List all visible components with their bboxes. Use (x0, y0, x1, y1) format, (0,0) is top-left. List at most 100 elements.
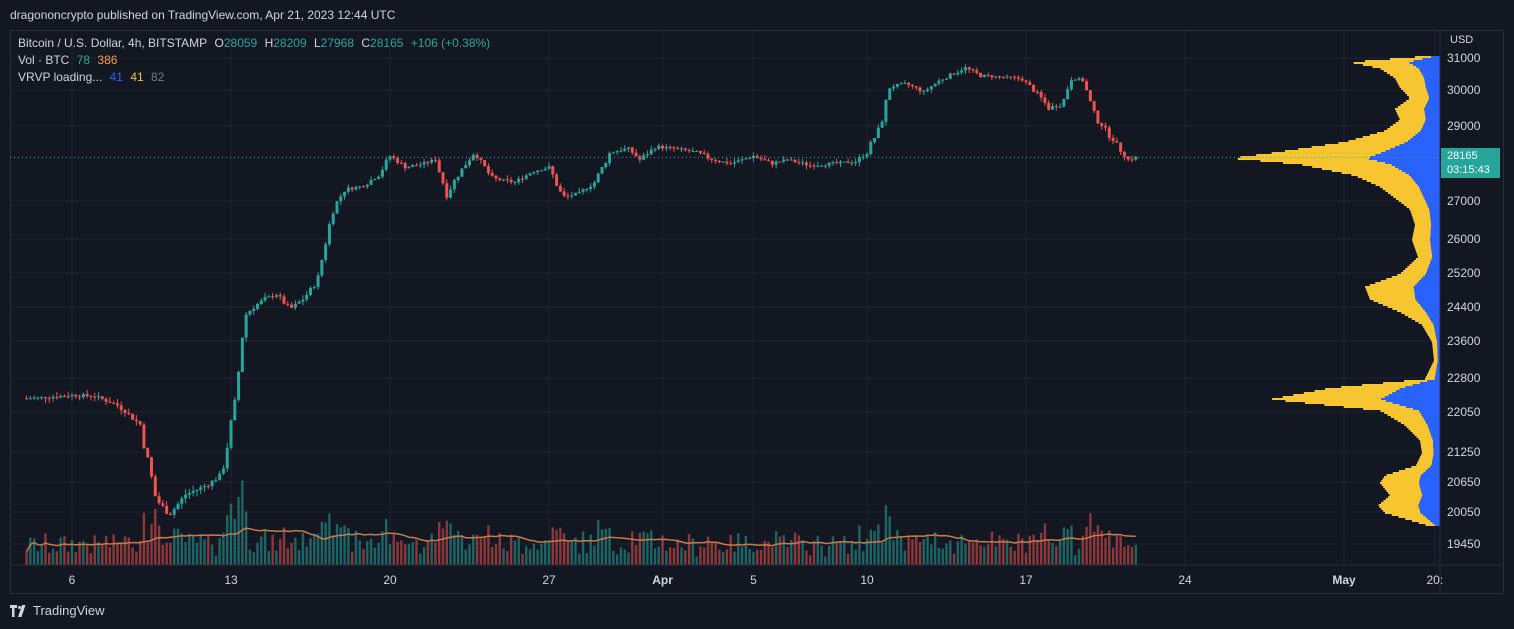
vrvp-row-up (1428, 206, 1440, 208)
volume-bar (850, 541, 854, 565)
vrvp-row-up (1430, 214, 1440, 216)
vrvp-row-down (1388, 492, 1422, 494)
symbol-label[interactable]: Bitcoin / U.S. Dollar, 4h, BITSTAMP (18, 36, 208, 50)
vrvp-row-down (1403, 204, 1428, 206)
candle-body (392, 156, 396, 159)
volume-bar (638, 532, 642, 565)
volume-bar (301, 532, 305, 565)
price-tick-label: 22050 (1447, 405, 1481, 419)
candle-body (422, 162, 426, 165)
candle-body (468, 160, 471, 166)
candle-body (982, 74, 986, 78)
candle-body (994, 76, 998, 78)
vrvp-row-up (1429, 210, 1440, 212)
volume-bar (975, 539, 978, 565)
volume-bar (839, 541, 842, 565)
volume-bar (207, 534, 210, 565)
volume-bar (1100, 530, 1103, 565)
volume-bar (986, 544, 990, 565)
vrvp-row-down (1420, 444, 1434, 446)
tradingview-brand[interactable]: TradingView (10, 603, 105, 618)
candle-body (929, 86, 933, 90)
volume-bar (559, 527, 562, 565)
vrvp-row-up (1429, 208, 1440, 210)
price-chart[interactable]: 31000 30000 29000 27000 26000 25200 24400 23600… (10, 30, 1504, 594)
candle-body (532, 172, 536, 174)
vrvp-row-down (1383, 500, 1421, 502)
volume-label[interactable]: Vol · BTC (18, 53, 70, 67)
volume-bar (388, 544, 392, 565)
volume-bar (25, 551, 28, 565)
time-tick-label: Apr (652, 573, 673, 587)
candle-body (51, 397, 55, 399)
vrvp-row-down (1404, 380, 1428, 382)
vrvp-row-up (1419, 482, 1440, 484)
volume-bar (915, 536, 918, 565)
candle-body (585, 188, 589, 190)
time-tick-label: 20 (383, 573, 397, 587)
vrvp-row-down (1380, 482, 1419, 484)
volume-bar (203, 539, 206, 565)
candle-body (1054, 106, 1058, 108)
candle-body (263, 297, 267, 301)
candle-body (770, 161, 774, 165)
vrvp-row-up (1391, 164, 1440, 166)
vrvp-row-down (1422, 452, 1434, 454)
volume-bar (1002, 538, 1005, 565)
volume-bar (1062, 527, 1066, 565)
vrvp-row-up (1422, 416, 1440, 418)
vrvp-legend[interactable]: VRVP loading... 41 41 82 (18, 70, 168, 84)
vrvp-row-down (1392, 124, 1424, 126)
vrvp-row-up (1430, 220, 1440, 222)
vrvp-row-down (1407, 266, 1429, 268)
volume-bar (453, 534, 456, 565)
vrvp-label[interactable]: VRVP loading... (18, 70, 103, 84)
ohlc-legend[interactable]: Bitcoin / U.S. Dollar, 4h, BITSTAMP O280… (18, 36, 494, 50)
volume-bar (619, 547, 623, 565)
volume-bar (358, 540, 361, 565)
vrvp-row-down (1378, 302, 1419, 304)
volume-bar (748, 548, 751, 565)
volume-bar (48, 552, 51, 565)
volume-bar (1039, 532, 1043, 565)
vrvp-row-up (1432, 522, 1440, 524)
volume-bar (1058, 539, 1062, 565)
volume-bar (706, 536, 710, 565)
vrvp-row-up (1420, 500, 1440, 502)
vrvp-row-up (1436, 340, 1440, 342)
candle-body (1024, 80, 1028, 83)
vrvp-row-down (1366, 290, 1415, 292)
vrvp-row-up (1421, 474, 1440, 476)
volume-bar (801, 539, 804, 565)
vrvp-row-down (1398, 516, 1426, 518)
candle-body (945, 78, 948, 80)
candle-body (460, 168, 464, 177)
candle-body (490, 172, 494, 176)
volume-bar (154, 508, 157, 565)
vrvp-row-down (1432, 344, 1438, 346)
vrvp-row-up (1425, 106, 1440, 108)
vrvp-row-up (1409, 62, 1440, 64)
vrvp-row-down (1395, 78, 1425, 80)
vrvp-row-down (1341, 172, 1406, 174)
vrvp-row-down (1410, 210, 1430, 212)
vrvp-row-up (1433, 440, 1440, 442)
volume-bar (634, 545, 638, 565)
vrvp-row-up (1429, 96, 1440, 98)
vrvp-row-down (1377, 132, 1418, 134)
vrvp-row-down (1382, 188, 1420, 190)
candle-body (702, 152, 706, 154)
volume-bar (1021, 538, 1024, 565)
volume-bar (562, 533, 566, 565)
volume-bar (971, 542, 975, 565)
vrvp-row-up (1433, 452, 1440, 454)
volume-legend[interactable]: Vol · BTC 78 386 (18, 53, 121, 67)
candle-body (812, 165, 816, 167)
vrvp-row-up (1431, 250, 1440, 252)
vrvp-row-up (1425, 420, 1440, 422)
volume-bar (1051, 542, 1054, 565)
vrvp-row-down (1418, 460, 1433, 462)
candle-body (309, 287, 312, 295)
vrvp-row-up (1427, 270, 1440, 272)
vrvp-row-up (1428, 100, 1440, 102)
